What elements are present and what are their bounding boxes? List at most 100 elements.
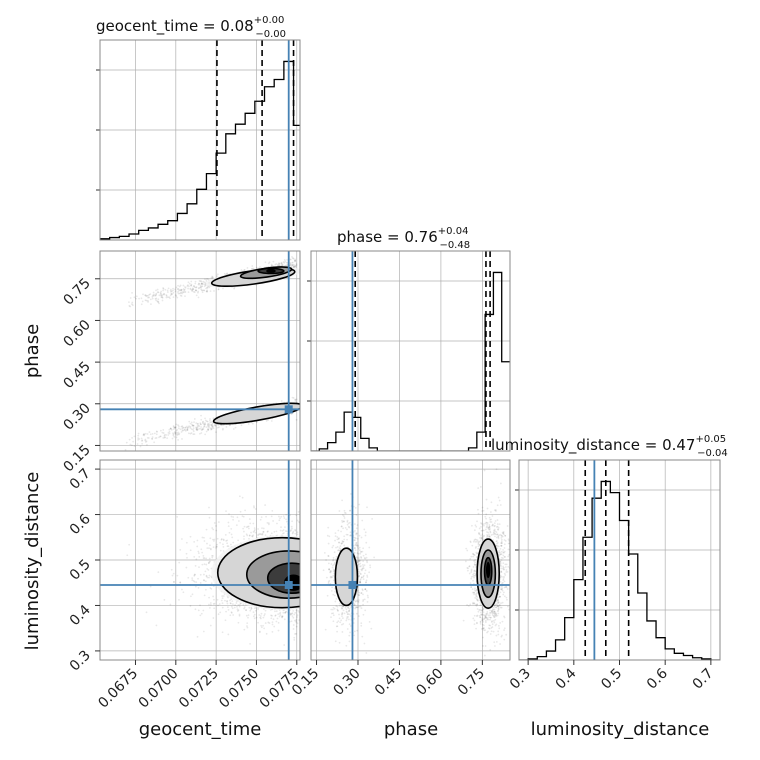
- panel-geocent-time-vs-phase-sample: [192, 424, 195, 427]
- panel-phase-vs-luminosity-distance-sample: [490, 518, 493, 521]
- panel-geocent-time-vs-luminosity-distance-sample: [246, 622, 249, 624]
- panel-geocent-time-vs-phase-sample: [180, 288, 183, 291]
- panel-geocent-time-vs-phase-sample: [183, 288, 186, 291]
- panel-geocent-time-vs-phase-sample: [205, 290, 208, 293]
- panel-phase-vs-luminosity-distance-sample: [353, 602, 356, 605]
- panel-phase-vs-luminosity-distance-sample: [332, 544, 335, 547]
- panel-phase-vs-luminosity-distance-sample: [358, 560, 360, 563]
- panel-geocent-time-vs-luminosity-distance-sample: [247, 525, 250, 528]
- panel-geocent-time-vs-phase-sample: [270, 265, 273, 267]
- panel-geocent-time-vs-phase-sample: [146, 433, 149, 435]
- panel-phase-vs-luminosity-distance-sample: [355, 600, 358, 603]
- panel-phase-vs-luminosity-distance-sample: [478, 540, 481, 543]
- panel-geocent-time-vs-luminosity-distance-sample: [198, 556, 201, 558]
- panel-geocent-time-vs-phase-sample: [226, 272, 229, 275]
- panel-phase-vs-luminosity-distance-sample: [340, 604, 343, 606]
- panel-geocent-time-vs-luminosity-distance-sample: [205, 563, 208, 566]
- panel-geocent-time-vs-luminosity-distance-sample: [296, 622, 299, 625]
- panel-geocent-time-vs-luminosity-distance-sample: [254, 528, 256, 531]
- panel-geocent-time-vs-luminosity-distance-sample: [206, 542, 208, 545]
- panel-geocent-time-vs-phase-sample: [204, 278, 206, 281]
- panel-geocent-time-vs-luminosity-distance-sample: [226, 545, 229, 548]
- panel-phase-vs-luminosity-distance-sample: [330, 570, 332, 573]
- panel-phase-vs-luminosity-distance-sample: [371, 518, 374, 520]
- panel-geocent-time-vs-phase-sample: [172, 426, 175, 429]
- panel-geocent-time-vs-phase-sample: [161, 296, 163, 299]
- panel-geocent-time-vs-luminosity-distance: [99, 459, 301, 661]
- panel-phase-vs-luminosity-distance-sample: [467, 567, 470, 570]
- panel-phase-vs-luminosity-distance-sample: [332, 620, 335, 623]
- panel-geocent-time-vs-phase-sample: [155, 289, 157, 292]
- panel-phase-vs-luminosity-distance-sample: [466, 549, 469, 552]
- panel-geocent-time-vs-luminosity-distance-sample: [213, 602, 216, 605]
- panel-geocent-time-vs-luminosity-distance-sample: [253, 617, 256, 620]
- panel-geocent-time-vs-luminosity-distance-sample: [212, 528, 215, 531]
- panel-phase-vs-luminosity-distance-sample: [342, 540, 345, 543]
- panel-geocent-time-vs-luminosity-distance-sample: [237, 604, 240, 606]
- panel-geocent-time-vs-phase-sample: [195, 428, 198, 430]
- panel-geocent-time-vs-luminosity-distance-sample: [275, 620, 278, 623]
- panel-phase-vs-luminosity-distance-sample: [360, 592, 363, 594]
- panel-phase-vs-luminosity-distance-sample: [362, 598, 365, 601]
- panel-geocent-time-vs-luminosity-distance-sample: [254, 531, 257, 534]
- panel-geocent-time-vs-luminosity-distance-sample: [289, 614, 292, 616]
- panel-geocent-time-vs-phase-sample: [147, 294, 149, 297]
- panel-geocent-time-vs-luminosity-distance-sample: [212, 595, 215, 598]
- panel-geocent-time-vs-luminosity-distance-sample: [271, 621, 274, 623]
- panel-geocent-time-vs-phase-sample: [210, 421, 213, 423]
- panel-geocent-time-vs-luminosity-distance-sample: [171, 574, 174, 577]
- panel-geocent-time-vs-phase-sample: [204, 422, 206, 424]
- panel-phase-vs-luminosity-distance-sample: [500, 556, 503, 559]
- panel-phase-vs-luminosity-distance-sample: [340, 613, 343, 616]
- panel-geocent-time-vs-phase-sample: [156, 300, 159, 303]
- panel-geocent-time-vs-phase-sample: [128, 438, 131, 441]
- panel-phase-vs-luminosity-distance-sample: [488, 614, 491, 617]
- panel-geocent-time-vs-luminosity-distance-sample: [274, 614, 277, 617]
- panel-geocent-time-vs-phase-sample: [211, 426, 214, 429]
- panel-phase-vs-luminosity-distance-sample: [357, 557, 360, 559]
- panel-geocent-time-vs-phase-sample: [211, 422, 214, 425]
- panel-geocent-time-vs-phase-sample: [160, 290, 163, 293]
- panel-geocent-time-vs-luminosity-distance-sample: [271, 510, 274, 512]
- panel-geocent-time-vs-phase-sample: [178, 432, 181, 435]
- panel-geocent-time-vs-phase-sample: [201, 285, 204, 288]
- panel-geocent-time-vs-luminosity-distance-sample: [271, 623, 274, 626]
- panel-geocent-time-vs-phase-sample: [200, 429, 203, 432]
- panel-geocent-time-vs-luminosity-distance-sample: [204, 570, 207, 573]
- panel-phase-vs-luminosity-distance-sample: [341, 611, 344, 614]
- panel-geocent-time-vs-phase-sample: [184, 291, 187, 293]
- panel-geocent-time-vs-luminosity-distance-sample: [185, 541, 188, 544]
- panel-geocent-time-vs-luminosity-distance-sample: [260, 612, 263, 615]
- panel-phase-vs-luminosity-distance-sample: [482, 535, 485, 538]
- panel-phase-vs-luminosity-distance-sample: [354, 547, 356, 549]
- panel-phase-vs-luminosity-distance-sample: [365, 652, 368, 654]
- panel-geocent-time-vs-phase-sample: [270, 263, 273, 266]
- panel-geocent-time-vs-luminosity-distance-sample: [211, 556, 214, 559]
- panel-phase-vs-luminosity-distance-sample: [502, 578, 505, 580]
- panel-geocent-time-vs-phase-sample: [280, 264, 283, 267]
- panel-phase-vs-luminosity-distance-sample: [502, 533, 505, 536]
- panel-geocent-time-vs-luminosity-distance-sample: [297, 520, 300, 523]
- panel-geocent-time-vs-luminosity-distance-sample: [201, 563, 204, 566]
- panel-phase-vs-luminosity-distance-sample: [500, 534, 503, 537]
- panel-geocent-time-vs-phase-sample: [179, 428, 182, 431]
- panel-geocent-time-vs-phase-sample: [294, 258, 296, 261]
- panel-geocent-time-vs-luminosity-distance-sample: [202, 579, 205, 581]
- panel-phase-vs-luminosity-distance-sample: [500, 553, 503, 555]
- panel-phase-vs-luminosity-distance-sample: [338, 602, 341, 605]
- panel-geocent-time-vs-phase-sample: [180, 295, 183, 297]
- panel-geocent-time-vs-phase-sample: [201, 282, 204, 285]
- panel-geocent-time-vs-phase-sample: [199, 286, 202, 289]
- panel-geocent-time-vs-luminosity-distance-sample: [292, 624, 295, 626]
- panel-geocent-time-vs-luminosity-distance-sample: [270, 515, 273, 518]
- panel-phase-vs-luminosity-distance-sample: [498, 534, 500, 537]
- panel-geocent-time-vs-luminosity-distance-sample: [252, 534, 255, 537]
- panel-geocent-time-vs-phase-sample: [155, 433, 158, 436]
- panel-geocent-time-vs-phase-sample: [187, 281, 190, 284]
- panel-phase-vs-luminosity-distance-sample: [497, 600, 500, 603]
- panel-geocent-time-vs-phase-sample: [169, 289, 172, 292]
- panel-phase-vs-luminosity-distance-sample: [499, 551, 501, 554]
- panel-phase-vs-luminosity-distance-sample: [350, 606, 352, 609]
- panel-geocent-time-vs-phase-sample: [154, 294, 156, 297]
- panel-geocent-time-vs-phase-sample: [183, 289, 185, 292]
